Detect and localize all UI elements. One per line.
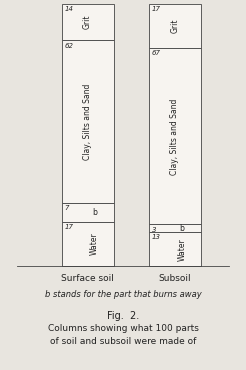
Text: 17: 17 <box>65 224 74 230</box>
Text: Grit: Grit <box>170 19 179 33</box>
Text: 17: 17 <box>152 6 161 12</box>
Text: Surface soil: Surface soil <box>61 274 114 283</box>
Bar <box>149 225 201 232</box>
Bar <box>62 4 114 40</box>
Bar <box>62 204 114 222</box>
Bar <box>149 232 201 266</box>
Text: 62: 62 <box>65 43 74 48</box>
Bar <box>149 48 201 225</box>
Bar <box>62 222 114 266</box>
Bar <box>149 4 201 48</box>
Text: 7: 7 <box>65 205 69 212</box>
Text: 14: 14 <box>65 6 74 12</box>
Text: Clay, Silts and Sand: Clay, Silts and Sand <box>83 84 92 160</box>
Bar <box>62 40 114 204</box>
Text: 3: 3 <box>152 226 156 232</box>
Text: b: b <box>92 208 97 217</box>
Text: Columns showing what 100 parts: Columns showing what 100 parts <box>47 324 199 333</box>
Text: Clay, Silts and Sand: Clay, Silts and Sand <box>170 98 179 175</box>
Text: Subsoil: Subsoil <box>159 274 191 283</box>
Text: Grit: Grit <box>83 15 92 29</box>
Text: b: b <box>180 224 184 233</box>
Text: 13: 13 <box>152 235 161 241</box>
Text: b stands for the part that burns away: b stands for the part that burns away <box>45 290 201 299</box>
Text: Water: Water <box>177 238 186 261</box>
Text: Water: Water <box>90 233 99 256</box>
Text: of soil and subsoil were made of: of soil and subsoil were made of <box>50 337 196 346</box>
Text: Fig.  2.: Fig. 2. <box>107 311 139 321</box>
Text: 67: 67 <box>152 50 161 57</box>
